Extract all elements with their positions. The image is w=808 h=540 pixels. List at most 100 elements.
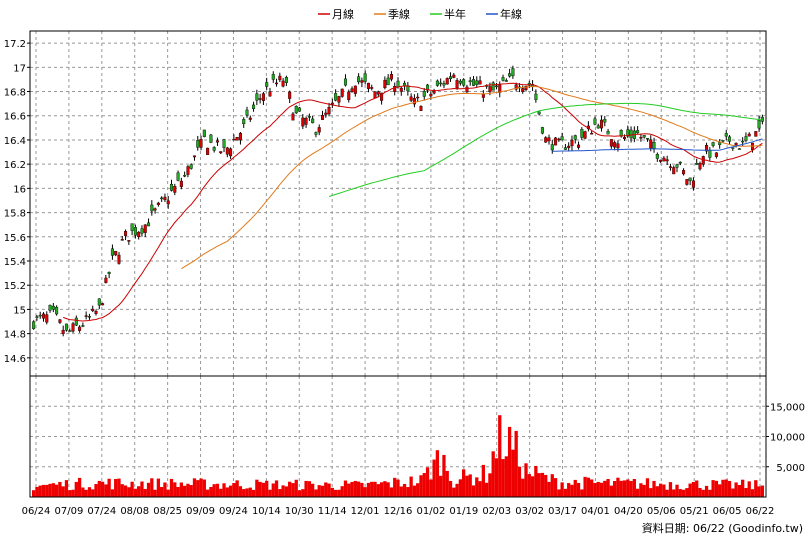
volume-bar: [639, 483, 643, 497]
volume-bar: [452, 487, 456, 497]
volume-bar: [563, 488, 568, 497]
volume-bar: [278, 489, 282, 497]
volume-bar: [399, 486, 403, 497]
volume-bar: [117, 478, 121, 497]
volume-bar: [724, 479, 728, 497]
candle-body: [501, 77, 505, 81]
volume-bar: [448, 480, 453, 497]
date-tick-label: 10/14: [252, 506, 281, 517]
volume-bar: [353, 480, 357, 497]
volume-bar: [281, 485, 285, 497]
volume-bar: [567, 483, 571, 497]
candle-body: [307, 116, 311, 118]
price-tick-label: 15: [13, 305, 26, 316]
volume-bar: [557, 489, 561, 497]
volume-bar: [517, 466, 522, 497]
volume-bar: [268, 489, 272, 497]
candle-body: [393, 86, 397, 92]
volume-bar: [590, 479, 594, 497]
candle-body: [311, 118, 315, 124]
candle-body: [488, 86, 492, 93]
date-tick-label: 10/30: [285, 506, 314, 517]
candle-body: [639, 136, 643, 139]
candle-body: [711, 142, 715, 146]
volume-bar: [324, 482, 328, 497]
volume-bar: [84, 489, 88, 497]
candle-body: [475, 80, 479, 85]
volume-bar: [222, 483, 226, 497]
volume-bar: [547, 481, 551, 497]
legend-label: 月線: [332, 7, 354, 21]
candle-body: [337, 96, 341, 103]
legend: 月線 季線 半年 年線: [318, 7, 522, 21]
moving-average-line: [552, 138, 763, 152]
volume-bar: [337, 489, 341, 497]
candle-body: [668, 166, 672, 168]
volume-bar: [626, 479, 630, 497]
candle-body: [734, 142, 738, 146]
volume-bar: [462, 469, 466, 497]
volume-bar: [672, 489, 676, 497]
candle-body: [560, 136, 564, 141]
candle-body: [261, 93, 265, 101]
candle-body: [691, 180, 695, 188]
data-date-footer: 資料日期: 06/22 (Goodinfo.tw): [642, 521, 803, 535]
volume-bar: [153, 489, 157, 497]
volume-bar: [668, 482, 673, 497]
volume-bar: [110, 489, 115, 497]
volume-bar: [721, 479, 725, 497]
moving-average-line: [328, 102, 763, 197]
date-tick-label: 01/19: [449, 506, 478, 517]
candle-body: [219, 151, 223, 154]
candle-body: [209, 134, 213, 143]
candle-body: [688, 177, 692, 181]
volume-bar: [137, 486, 141, 497]
candle-body: [380, 92, 384, 101]
volume-bar: [649, 488, 653, 497]
volume-bar: [580, 489, 584, 497]
volume-bar: [432, 459, 436, 497]
volume-bar: [744, 488, 748, 497]
candle-body: [616, 143, 620, 149]
candle-body: [61, 329, 65, 334]
volume-bar: [386, 482, 390, 497]
volume-bar: [507, 426, 512, 497]
moving-average-line: [181, 85, 763, 270]
candle-body: [87, 316, 91, 318]
candle-body: [563, 147, 567, 150]
volume-bar: [189, 485, 193, 497]
volume-bar: [248, 487, 252, 497]
volume-bar: [333, 489, 338, 497]
volume-bar: [314, 489, 318, 497]
volume-bar: [209, 486, 213, 497]
volume-bar: [271, 483, 275, 497]
candle-body: [498, 84, 502, 93]
candle-body: [600, 119, 604, 129]
volume-bar: [465, 475, 469, 497]
price-grid: [30, 31, 766, 376]
candle-body: [317, 127, 321, 133]
candle-body: [153, 208, 157, 211]
candle-body: [603, 119, 607, 123]
volume-bar: [652, 480, 656, 497]
candle-body: [133, 227, 137, 236]
volume-bar: [232, 483, 236, 497]
candle-body: [334, 93, 338, 101]
candle-body: [288, 91, 292, 99]
volume-bar: [583, 476, 587, 497]
volume-bar: [629, 481, 633, 497]
candle-body: [662, 157, 666, 162]
candle-body: [508, 73, 512, 77]
volume-axis-ticks: 5,000 10,000 15,000: [766, 402, 805, 474]
candle-body: [642, 135, 646, 138]
candle-body: [655, 154, 659, 159]
candle-body: [212, 147, 216, 151]
candle-body: [363, 73, 367, 82]
volume-bar: [622, 480, 627, 497]
volume-bar: [64, 480, 69, 497]
candle-body: [731, 147, 735, 149]
candle-body: [567, 145, 571, 148]
candle-body: [324, 112, 328, 115]
volume-bar: [478, 481, 482, 497]
candle-body: [143, 224, 147, 233]
